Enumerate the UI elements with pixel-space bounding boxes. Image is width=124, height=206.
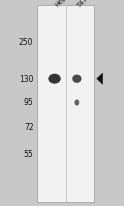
Ellipse shape (72, 75, 82, 83)
Text: 72: 72 (24, 122, 33, 131)
Text: 250: 250 (19, 38, 33, 47)
Bar (37, 6, 94, 202)
Ellipse shape (75, 100, 79, 106)
Text: HepG2: HepG2 (55, 0, 75, 8)
Text: 130: 130 (19, 75, 33, 84)
Polygon shape (97, 74, 103, 85)
Ellipse shape (48, 74, 61, 84)
Text: T47D: T47D (77, 0, 94, 8)
Text: 95: 95 (24, 97, 33, 107)
Text: 55: 55 (24, 149, 33, 158)
